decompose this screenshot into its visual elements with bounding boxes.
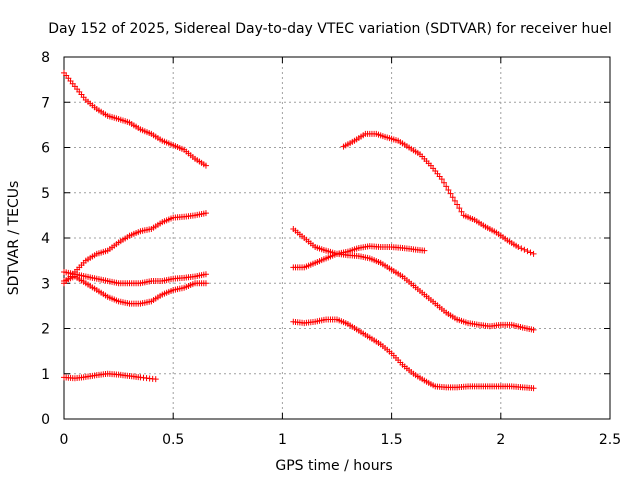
data-point bbox=[527, 249, 534, 256]
data-point bbox=[530, 385, 537, 392]
y-tick-label: 5 bbox=[41, 186, 50, 202]
series-s9 bbox=[340, 130, 537, 257]
data-point bbox=[421, 247, 428, 254]
data-point bbox=[521, 246, 528, 253]
data-point bbox=[456, 205, 463, 212]
data-point bbox=[202, 280, 209, 287]
data-point bbox=[524, 248, 531, 255]
series-s5 bbox=[61, 370, 159, 383]
data-point bbox=[438, 176, 445, 183]
data-point bbox=[451, 197, 458, 204]
x-tick-label: 0 bbox=[60, 432, 69, 448]
data-point bbox=[441, 179, 448, 186]
y-axis-label: SDTVAR / TECUs bbox=[6, 181, 22, 296]
data-point bbox=[458, 208, 465, 215]
data-points bbox=[61, 69, 537, 392]
series-s2 bbox=[61, 210, 209, 287]
series-s4 bbox=[61, 273, 209, 307]
series-s6 bbox=[290, 225, 537, 333]
y-tick-label: 2 bbox=[41, 322, 50, 338]
data-point bbox=[518, 245, 525, 252]
y-tick-label: 1 bbox=[41, 367, 50, 383]
data-point bbox=[449, 194, 456, 201]
axis-ticks: 0 0.5 1 1.5 2 2.5 0 1 2 3 4 5 6 7 8 bbox=[41, 50, 621, 448]
grid bbox=[64, 57, 610, 419]
data-point bbox=[152, 376, 159, 383]
y-tick-label: 0 bbox=[41, 412, 50, 428]
data-point bbox=[202, 162, 209, 169]
x-tick-label: 1.5 bbox=[380, 432, 402, 448]
y-tick-label: 3 bbox=[41, 276, 50, 292]
plot-frame bbox=[63, 56, 611, 420]
data-point bbox=[530, 326, 537, 333]
data-point bbox=[443, 183, 450, 190]
y-tick-label: 8 bbox=[41, 50, 50, 66]
data-point bbox=[202, 210, 209, 217]
data-point bbox=[447, 190, 454, 197]
series-s3 bbox=[61, 268, 209, 287]
data-point bbox=[454, 201, 461, 208]
data-point bbox=[530, 250, 537, 257]
y-tick-label: 4 bbox=[41, 231, 50, 247]
x-tick-label: 2.5 bbox=[599, 432, 621, 448]
series-s7 bbox=[290, 243, 428, 271]
y-tick-label: 6 bbox=[41, 141, 50, 157]
y-tick-label: 7 bbox=[41, 95, 50, 111]
x-axis-label: GPS time / hours bbox=[275, 458, 392, 474]
chart-title: Day 152 of 2025, Sidereal Day-to-day VTE… bbox=[48, 21, 611, 37]
data-point bbox=[515, 244, 522, 251]
series-s8 bbox=[290, 316, 537, 392]
x-tick-label: 0.5 bbox=[162, 432, 184, 448]
x-tick-label: 1 bbox=[278, 432, 287, 448]
series-s1 bbox=[61, 69, 209, 169]
x-tick-label: 2 bbox=[496, 432, 505, 448]
data-point bbox=[202, 271, 209, 278]
data-point bbox=[445, 187, 452, 194]
